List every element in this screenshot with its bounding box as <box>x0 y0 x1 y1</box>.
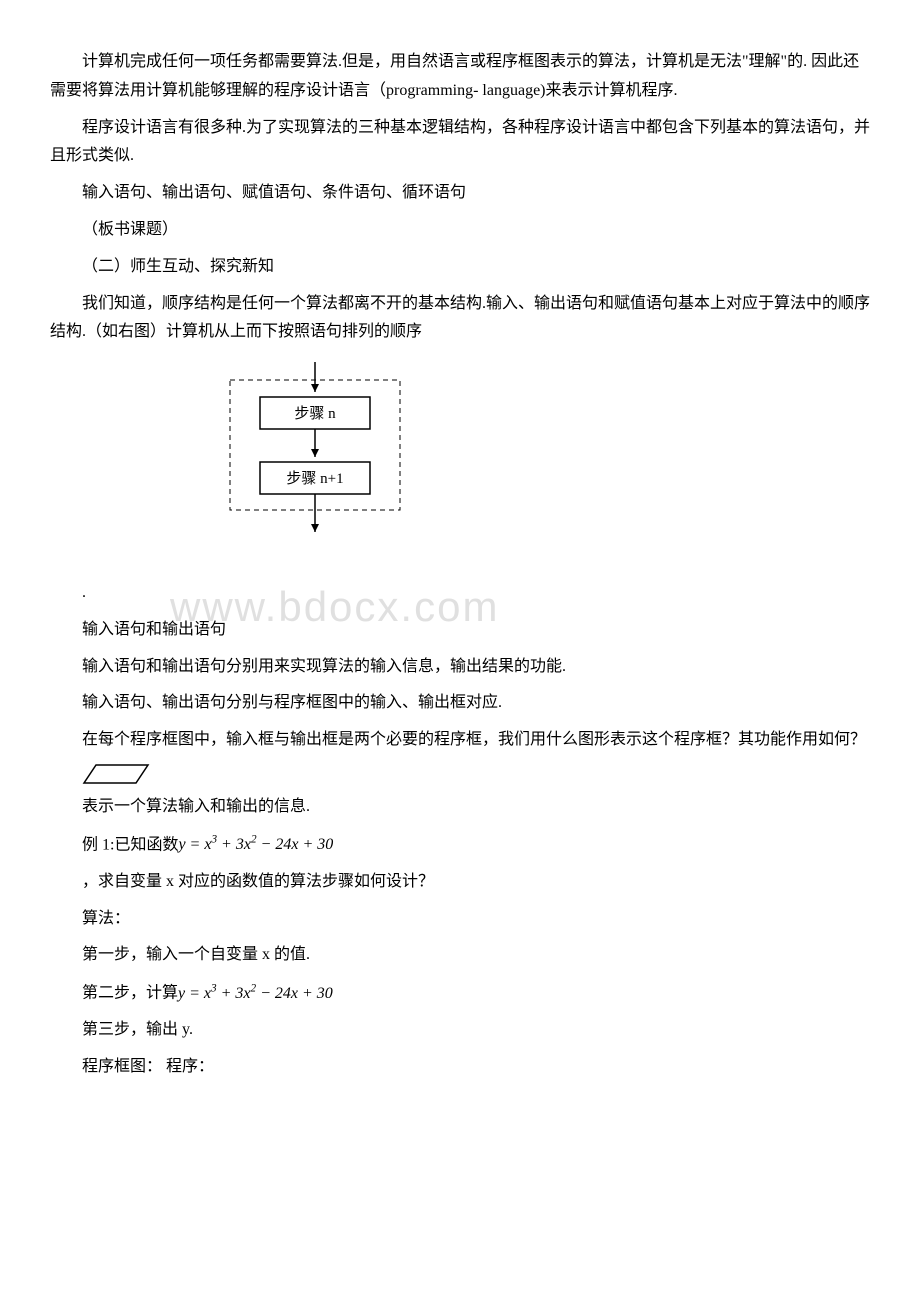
paragraph-statement-types: 输入语句、输出语句、赋值语句、条件语句、循环语句 <box>50 179 870 208</box>
step-1: 第一步，输入一个自变量 x 的值. <box>50 941 870 970</box>
example-1-formula: y = x3 + 3x2 − 24x + 30 <box>178 836 333 853</box>
example-1-question: ，求自变量 x 对应的函数值的算法步骤如何设计？ <box>50 868 870 897</box>
paragraph-board-title: （板书课题） <box>50 216 870 245</box>
program-flowchart-label: 程序框图： 程序： <box>50 1053 870 1082</box>
parallelogram-shape <box>82 763 870 785</box>
paragraph-intro-2: 程序设计语言有很多种.为了实现算法的三种基本逻辑结构，各种程序设计语言中都包含下… <box>50 114 870 172</box>
paragraph-io-statement-title: 输入语句和输出语句 <box>50 616 870 645</box>
paragraph-section-2: （二）师生互动、探究新知 <box>50 253 870 282</box>
example-1: 例 1:已知函数y = x3 + 3x2 − 24x + 30 <box>50 830 870 860</box>
sequence-flowchart: 步骤 n 步骤 n+1 <box>200 362 870 537</box>
paragraph-execute-statements: 执行这些语句 <box>0 542 870 571</box>
paragraph-dot: . <box>82 579 870 608</box>
step-2-prefix: 第二步，计算 <box>82 985 178 1002</box>
paragraph-io-represents: 表示一个算法输入和输出的信息. <box>50 793 870 822</box>
example-1-prefix: 例 1:已知函数 <box>82 836 178 853</box>
paragraph-intro-1: 计算机完成任何一项任务都需要算法.但是，用自然语言或程序框图表示的算法，计算机是… <box>50 48 870 106</box>
flow-box-1-text: 步骤 n <box>294 405 336 422</box>
algorithm-label: 算法： <box>50 905 870 934</box>
paragraph-io-question: 在每个程序框图中，输入框与输出框是两个必要的程序框，我们用什么图形表示这个程序框… <box>50 726 870 755</box>
step-2-formula: y = x3 + 3x2 − 24x + 30 <box>178 985 333 1002</box>
paragraph-sequence-structure: 我们知道，顺序结构是任何一个算法都离不开的基本结构.输入、输出语句和赋值语句基本… <box>50 290 870 348</box>
step-3: 第三步，输出 y. <box>50 1016 870 1045</box>
flow-box-2-text: 步骤 n+1 <box>286 470 343 487</box>
flowchart-svg: 步骤 n 步骤 n+1 <box>200 362 430 537</box>
paragraph-io-correspondence: 输入语句、输出语句分别与程序框图中的输入、输出框对应. <box>50 689 870 718</box>
step-2: 第二步，计算y = x3 + 3x2 − 24x + 30 <box>50 978 870 1008</box>
paragraph-io-function: 输入语句和输出语句分别用来实现算法的输入信息，输出结果的功能. <box>50 653 870 682</box>
